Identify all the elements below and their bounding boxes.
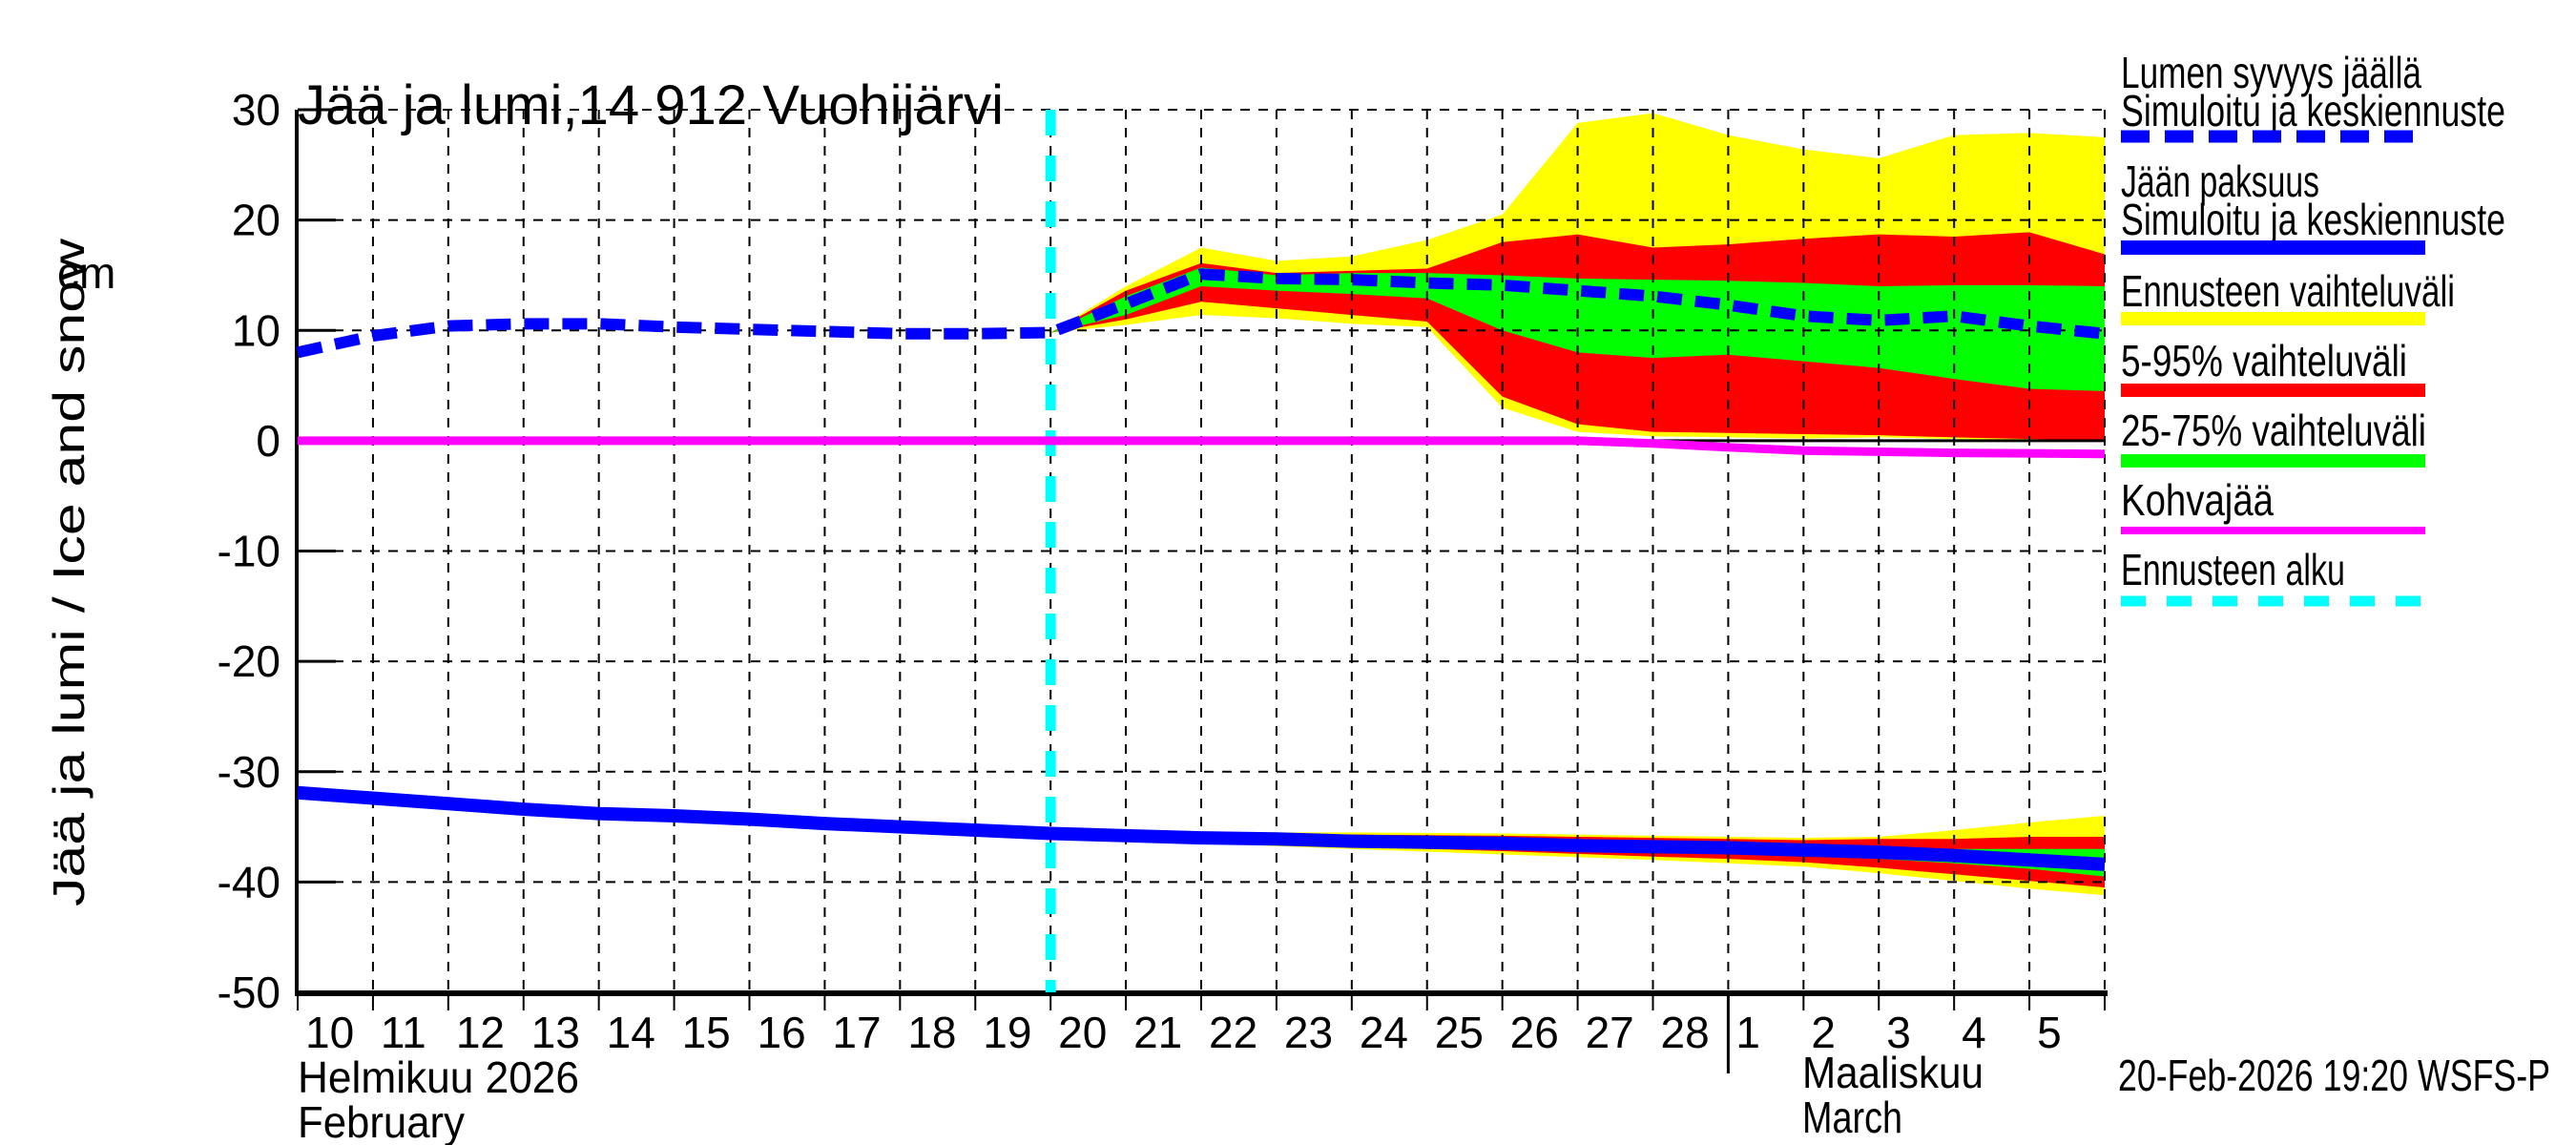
y-tick-label--30: -30: [218, 747, 280, 797]
timestamp: 20-Feb-2026 19:20 WSFS-P: [2118, 1051, 2550, 1100]
legend-sample-magenta-line: [2121, 527, 2425, 534]
legend: Lumen syvyys jäällä Simuloitu ja keskien…: [2121, 48, 2505, 607]
chart-title: Jää ja lumi,14 912 Vuohijärvi: [298, 74, 1004, 136]
month-label-march-en: March: [1802, 1093, 1902, 1142]
legend-sample-yellow-bar: [2121, 312, 2425, 325]
x-tick-label-20: 20: [1058, 1008, 1107, 1057]
x-tick-label-18: 18: [907, 1008, 956, 1057]
x-tick-label-19: 19: [983, 1008, 1031, 1057]
y-tick-label--50: -50: [218, 968, 280, 1017]
x-tick-label-28: 28: [1661, 1008, 1710, 1057]
x-tick-label-10: 10: [305, 1008, 354, 1057]
month-label-february-en: February: [298, 1097, 465, 1145]
legend-snow-depth-label-2: Simuloitu ja keskiennuste: [2121, 86, 2505, 135]
legend-sample-green-bar: [2121, 454, 2425, 468]
month-label-march-fi: Maaliskuu: [1802, 1048, 1984, 1097]
forecast-bands: [1050, 113, 2105, 896]
x-tick-label-12: 12: [456, 1008, 505, 1057]
y-tick-label-20: 20: [232, 196, 280, 245]
month-label-february-fi: Helmikuu 2026: [298, 1052, 579, 1102]
x-tick-label-27: 27: [1586, 1008, 1634, 1057]
x-tick-label-17: 17: [832, 1008, 881, 1057]
x-tick-label-1: 1: [1735, 1008, 1760, 1057]
x-tick-label-22: 22: [1209, 1008, 1257, 1057]
x-tick-label-24: 24: [1360, 1008, 1408, 1057]
data-lines: [296, 110, 2106, 992]
x-tick-label-5: 5: [2037, 1008, 2062, 1057]
y-tick-label--40: -40: [218, 857, 280, 906]
x-tick-label-4: 4: [1962, 1008, 1986, 1057]
x-tick-label-11: 11: [381, 1008, 426, 1057]
x-tick-label-16: 16: [758, 1008, 806, 1057]
x-tick-label-21: 21: [1133, 1008, 1182, 1057]
series-kohvajaa: [298, 436, 2106, 459]
x-tick-label-15: 15: [682, 1008, 731, 1057]
legend-ice-thickness-label-1: Jään paksuus: [2121, 156, 2319, 206]
x-tick-label-26: 26: [1510, 1008, 1559, 1057]
legend-sample-solid-blue-bar: [2121, 240, 2425, 255]
legend-ice-thickness-label-2: Simuloitu ja keskiennuste: [2121, 195, 2505, 244]
legend-5-95-label: 5-95% vaihteluväli: [2121, 336, 2407, 385]
y-axis-unit-label: cm: [57, 248, 115, 298]
legend-25-75-label: 25-75% vaihteluväli: [2121, 406, 2426, 455]
y-tick-label--20: -20: [218, 636, 280, 686]
legend-sample-red-bar: [2121, 384, 2425, 397]
legend-snow-depth-label-1: Lumen syvyys jäällä: [2121, 48, 2421, 97]
y-tick-label-10: 10: [232, 305, 280, 355]
y-tick-label-30: 30: [232, 85, 280, 135]
legend-kohvajaa-label: Kohvajää: [2121, 475, 2274, 525]
x-tick-label-3: 3: [1886, 1008, 1911, 1057]
series-snow_depth_on_ice_sim_and_mean_forecast: [296, 268, 2106, 359]
x-tick-label-13: 13: [531, 1008, 580, 1057]
y-axis-label: Jää ja lumi / Ice and snow: [44, 238, 93, 906]
legend-forecast-start-label: Ennusteen alku: [2121, 545, 2345, 594]
y-tick-label-0: 0: [256, 416, 280, 466]
legend-forecast-range-label: Ennusteen vaihteluväli: [2121, 266, 2455, 316]
x-axis-spine: [295, 990, 2108, 996]
x-tick-label-23: 23: [1284, 1008, 1333, 1057]
x-tick-label-2: 2: [1811, 1008, 1836, 1057]
axes: [295, 110, 2108, 1073]
y-axis-spine: [295, 110, 299, 992]
series-ice_thickness_sim_and_mean_forecast: [297, 785, 2106, 871]
y-tick-label--10: -10: [218, 527, 280, 576]
x-tick-label-14: 14: [607, 1008, 655, 1057]
x-tick-label-25: 25: [1435, 1008, 1484, 1057]
